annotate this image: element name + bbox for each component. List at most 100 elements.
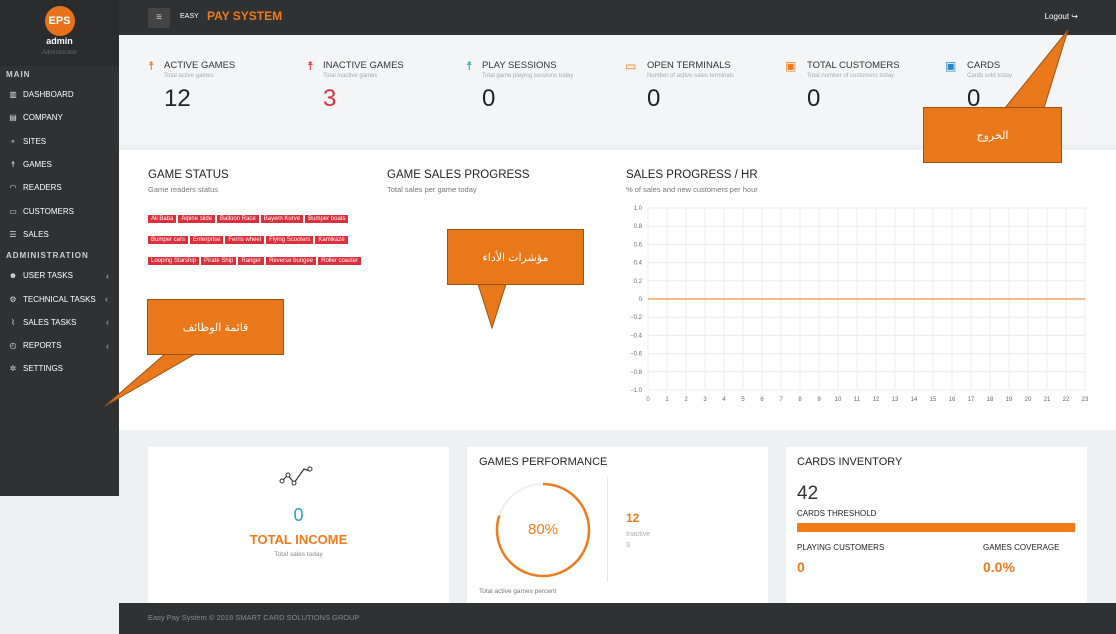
card-icon: ▣: [945, 59, 957, 73]
x-tick-label: 6: [760, 397, 764, 403]
menu-toggle-button[interactable]: ≡: [148, 8, 170, 28]
performance-inactive-label: Inactive: [626, 531, 651, 538]
game-status-tags: Ali Baba Alpine slide Balloon Race Bayern K…: [148, 207, 378, 270]
game-status-title: GAME STATUS: [148, 169, 229, 181]
performance-donut: [495, 482, 591, 578]
sidebar-username: admin: [46, 36, 73, 46]
playing-customers-label: PLAYING CUSTOMERS: [797, 543, 885, 552]
x-tick-label: 14: [911, 397, 918, 403]
x-tick-label: 4: [722, 397, 726, 403]
sales-progress-chart: 1.00.80.60.40.20−0.2−0.4−0.6−0.8−1.00 1 2 3…: [630, 206, 1089, 403]
sidebar-item-label: CUSTOMERS: [23, 206, 74, 216]
y-tick-label: 0: [639, 297, 643, 303]
sidebar-item-label: SITES: [23, 136, 47, 146]
y-tick-label: −0.6: [630, 352, 643, 358]
sidebar-item-label: TECHNICAL TASKS: [23, 294, 96, 304]
inventory-title: CARDS INVENTORY: [797, 456, 903, 468]
gear-icon: ✲: [9, 364, 17, 374]
stat-subtitle: Total inactive games: [323, 73, 378, 79]
y-tick-label: 0.4: [634, 261, 643, 267]
sidebar-item-label: COMPANY: [23, 113, 63, 123]
sidebar-item-label: REPORTS: [23, 341, 62, 351]
sidebar-item-sites[interactable]: ⚬ SITES: [0, 130, 119, 153]
indicators-callout: مؤشرات الأداء: [447, 229, 584, 285]
y-tick-label: −0.8: [630, 370, 643, 376]
stat-value: 0: [482, 85, 496, 112]
x-tick-label: 13: [892, 397, 899, 403]
playing-customers-value: 0: [797, 559, 805, 575]
game-status-tag: Looping Starship: [148, 257, 200, 265]
x-tick-label: 23: [1082, 397, 1089, 403]
performance-inactive: 3: [626, 542, 630, 549]
id-card-icon: ▭: [9, 206, 17, 216]
x-tick-label: 12: [873, 397, 880, 403]
stat-subtitle: Total active games: [164, 73, 214, 79]
sidebar-profile: EPS admin Administrator: [0, 0, 119, 66]
x-tick-label: 8: [798, 397, 802, 403]
sidebar-item-reports[interactable]: ◴ REPORTS ‹: [0, 334, 119, 357]
income-label: TOTAL INCOME: [249, 532, 348, 547]
game-status-tag: Balloon Race: [217, 215, 259, 223]
sidebar-item-dashboard[interactable]: ▥ DASHBOARD: [0, 83, 119, 106]
sidebar-item-label: SETTINGS: [23, 364, 64, 374]
x-tick-label: 18: [987, 397, 994, 403]
games-coverage-label: GAMES COVERAGE: [983, 543, 1060, 552]
stat-value: 0: [967, 85, 981, 112]
sidebar-item-company[interactable]: ▤ COMPANY: [0, 106, 119, 129]
game-status-subtitle: Game readers status: [148, 185, 219, 194]
performance-title: GAMES PERFORMANCE: [479, 456, 608, 468]
sidebar-item-games[interactable]: ☨ GAMES: [0, 153, 119, 176]
users-icon: ☻: [8, 271, 18, 281]
y-tick-label: −0.4: [630, 333, 643, 339]
stat-value: 12: [164, 85, 191, 112]
stat-title: PLAY SESSIONS: [482, 60, 557, 71]
x-tick-label: 17: [968, 397, 975, 403]
logout-link[interactable]: Logout ↪: [1044, 12, 1078, 21]
performance-footnote: Total active games percent: [479, 588, 557, 595]
monitor-icon: ▭: [625, 59, 637, 73]
sidebar-item-sales-tasks[interactable]: ⌇ SALES TASKS ‹: [0, 311, 119, 334]
person-icon: ☨: [466, 59, 473, 73]
game-status-tag: Enterprise: [190, 236, 224, 244]
stat-title: CARDS: [967, 60, 1001, 71]
stat-subtitle: Number of active sales terminals: [647, 73, 735, 79]
top-navbar: ≡ EASY PAY SYSTEM Logout ↪: [119, 0, 1116, 35]
stats-row: ☨ ACTIVE GAMES Total active games 12 ☨ I…: [119, 35, 1116, 145]
x-tick-label: 9: [817, 397, 821, 403]
x-tick-label: 15: [930, 397, 937, 403]
game-sales-title: GAME SALES PROGRESS: [387, 169, 530, 181]
performance-divider: [607, 477, 608, 582]
game-sales-subtitle: Total sales per game today: [387, 185, 477, 194]
stat-value: 0: [647, 85, 661, 112]
stat-subtitle: Total number of customers today: [807, 73, 895, 79]
sidebar-item-sales[interactable]: ☰ SALES: [0, 223, 119, 246]
x-tick-label: 0: [646, 397, 650, 403]
line-chart-icon: ⌇: [11, 317, 15, 327]
id-card-icon: ▣: [785, 59, 797, 73]
inventory-threshold-label: CARDS THRESHOLD: [797, 509, 877, 518]
sidebar-item-technical-tasks[interactable]: ⚙ TECHNICAL TASKS ‹: [0, 287, 119, 310]
menu-callout: قائمة الوظائف: [147, 299, 284, 355]
wifi-icon: ◠: [9, 183, 17, 193]
game-status-tag: Ali Baba: [148, 215, 177, 223]
sidebar-item-readers[interactable]: ◠ READERS: [0, 176, 119, 199]
game-status-tag: Ferris wheel: [225, 236, 265, 244]
x-tick-label: 11: [854, 397, 861, 403]
sidebar-item-user-tasks[interactable]: ☻ USER TASKS ‹: [0, 264, 119, 287]
game-status-tag: Reverse bungee: [266, 257, 317, 265]
y-tick-label: −1.0: [630, 388, 643, 394]
sidebar-item-label: SALES: [23, 229, 49, 239]
game-status-tag: Flying Scooters: [266, 236, 314, 244]
games-performance-card: GAMES PERFORMANCE 80% 12 Inactive 3 Tota…: [467, 447, 768, 603]
inventory-threshold-fill: [797, 523, 1075, 532]
performance-percent: 80%: [527, 521, 559, 538]
sidebar-item-customers[interactable]: ▭ CUSTOMERS: [0, 199, 119, 222]
x-tick-label: 21: [1044, 397, 1051, 403]
game-status-tag: Roller coaster: [318, 257, 362, 265]
overview-panel: GAME STATUS Game readers status Ali Baba…: [119, 150, 1116, 430]
game-status-tag: Alpine slide: [178, 215, 216, 223]
y-tick-label: 0.6: [634, 242, 643, 248]
person-icon: ☨: [10, 160, 16, 170]
sidebar-item-settings[interactable]: ✲ SETTINGS: [0, 357, 119, 380]
hamburger-icon: ≡: [156, 12, 162, 23]
